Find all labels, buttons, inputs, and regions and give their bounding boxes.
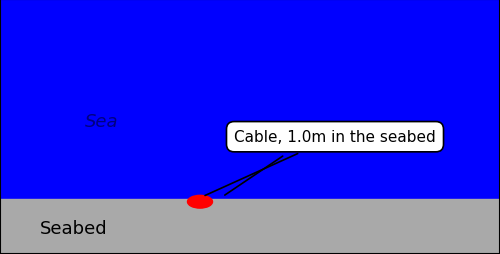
Bar (0, 0, 500, 199)
Text: Seabed: Seabed (40, 220, 108, 237)
Text: Cable, 1.0m in the seabed: Cable, 1.0m in the seabed (205, 130, 436, 196)
Text: Sea: Sea (85, 113, 118, 131)
Circle shape (188, 196, 212, 208)
Bar (0, 199, 500, 254)
